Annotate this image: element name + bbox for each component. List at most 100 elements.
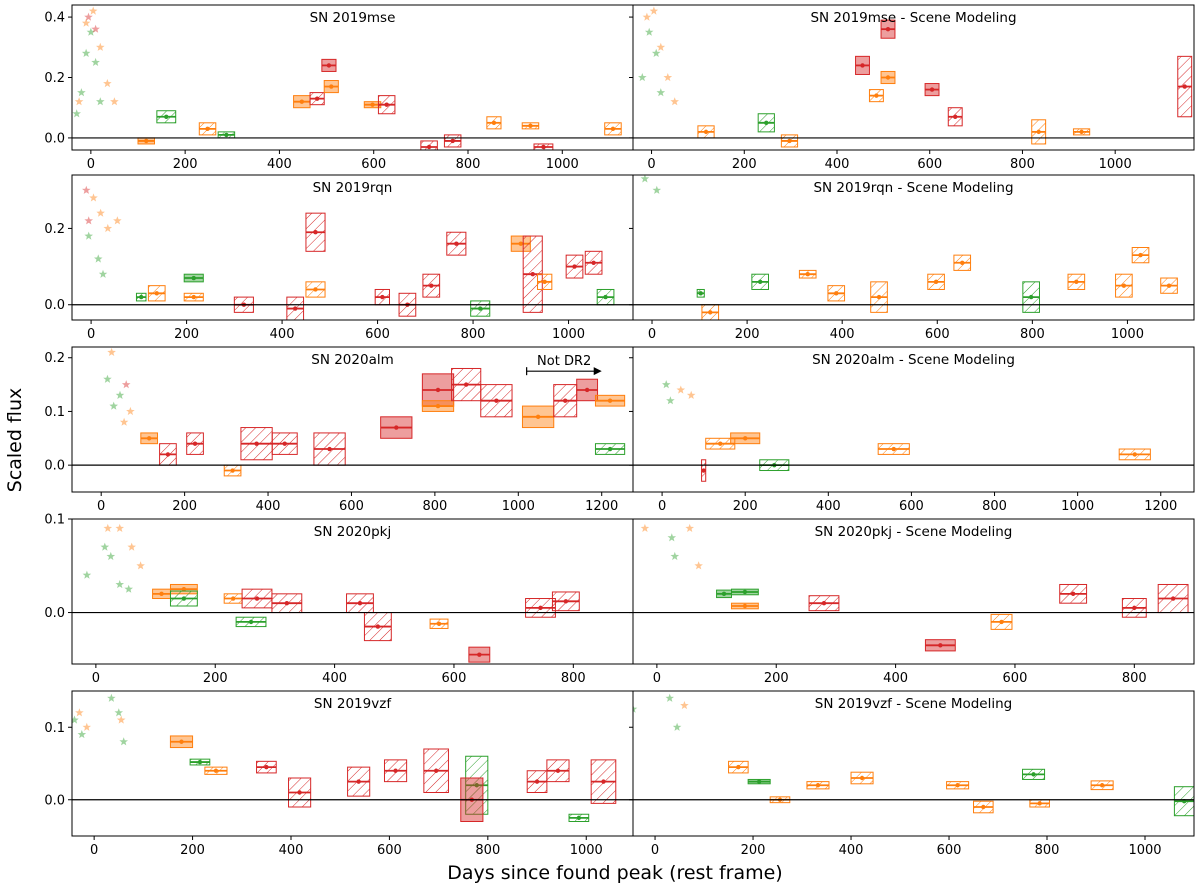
bin-point [254,441,259,446]
bin-point [478,306,483,311]
data-point-star [88,6,98,15]
axes-frame [71,4,634,151]
bin-point [181,586,187,592]
plot-area [72,693,617,822]
annotation-arrow-head [593,367,602,376]
bin-point [999,619,1004,625]
x-tick-label: 1200 [585,499,618,514]
x-tick-label: 200 [733,499,758,514]
bin-point [874,93,879,98]
y-tick-label: 0.2 [44,351,65,366]
bin-point [591,260,596,265]
data-point-star [676,385,686,394]
bin-point [787,138,792,144]
data-point-star [96,97,105,106]
bin-point [563,398,568,403]
subplot-6: 0 200 400 600 800 1000 1200 SN 2020alm - Scene … [629,346,1195,514]
bin-point [1182,84,1187,89]
data-point-star [672,722,682,731]
subplot-10: 0 200 400 600 800 1000 SN 2019vzf - Scene Mode… [629,690,1195,858]
subplot-9: 0 200 400 600 800 1000 0.0 0.1 SN 2019vzf [44,690,634,858]
bin-point [282,441,287,446]
data-point-star [667,533,677,542]
bin-point [1037,801,1042,806]
bin-point [981,804,986,810]
subplot-1: 0 200 400 600 800 1000 0.0 0.2 0.4 SN 2019mse [44,4,634,172]
bin-point [192,441,198,446]
bin-point [436,621,442,626]
x-tick-label: 400 [279,843,304,858]
data-point-star [74,97,84,106]
data-point-star [103,79,112,88]
data-point-star [106,551,116,561]
x-tick-label: 200 [732,157,757,172]
data-point-star [136,561,145,570]
data-point-star [91,24,100,33]
data-point-star [103,374,112,383]
x-axis-label: Days since found peak (rest frame) [447,862,783,884]
data-point-star [81,48,91,57]
bin-point [1079,129,1084,135]
plot-area [82,185,615,320]
x-tick-label: 200 [741,843,766,858]
bin-point [494,398,499,403]
bin-point [610,126,616,132]
x-tick-label: 600 [442,671,467,686]
bin-point [891,446,896,452]
bin-point [314,96,320,101]
bin-point [394,425,399,430]
bin-point [708,310,713,315]
data-point-star [127,542,136,551]
bin-point [955,783,960,788]
data-point-star [670,551,680,561]
data-point-star [644,27,654,36]
y-tick-label: 0.1 [44,513,65,528]
bin-point [179,739,184,744]
bin-point [144,138,149,144]
panel-title: SN 2020alm - Scene Modeling [812,352,1015,368]
data-point-star [113,216,122,225]
x-tick-label: 200 [172,499,197,514]
plot-area [633,693,1194,817]
bin-point [764,120,769,126]
bin-point [380,294,385,300]
bin-point [555,768,561,773]
x-tick-label: 1200 [1144,499,1177,514]
data-point-star [86,27,96,36]
bin-point [603,294,608,300]
y-tick-label: 0.2 [44,222,65,237]
subplot-8: 0 200 400 600 800 SN 2020pkj - Scene Modeling [629,518,1195,686]
subplot-4: 0 200 400 600 800 1000 SN 2019rqn - Scene Mode… [629,174,1195,342]
data-point-star [81,18,91,27]
bin-point [860,63,865,68]
data-point-star [121,380,131,389]
bin-point [191,294,196,300]
bin-point [584,387,590,393]
x-tick-label: 0 [648,327,656,342]
data-point-star [126,406,135,416]
x-tick-label: 0 [653,671,661,686]
x-tick-label: 600 [365,327,390,342]
y-tick-label: 0.2 [44,71,65,86]
bin-point [213,768,219,773]
plot-area [82,523,580,663]
bin-point [953,114,958,119]
bin-point [463,382,469,387]
bin-point [284,600,290,606]
panel-title: SN 2019mse - Scene Modeling [810,10,1016,26]
y-tick-label: 0.0 [44,298,65,313]
bin-point [1132,452,1137,457]
subplot-5: Not DR2 0 200 400 600 800 1000 1200 0.0 0.1 0.2 SN … [44,346,634,514]
axes-frame [632,518,1195,665]
bin-point [742,589,748,595]
axes-frame [632,690,1195,837]
plot-area [103,347,626,477]
bin-point [518,241,523,246]
bin-point [1138,252,1143,258]
bin-point [248,619,254,625]
panel-title: SN 2019rqn [313,180,393,196]
x-tick-label: 400 [830,327,855,342]
data-point-star [640,175,650,183]
x-tick-label: 400 [839,843,864,858]
